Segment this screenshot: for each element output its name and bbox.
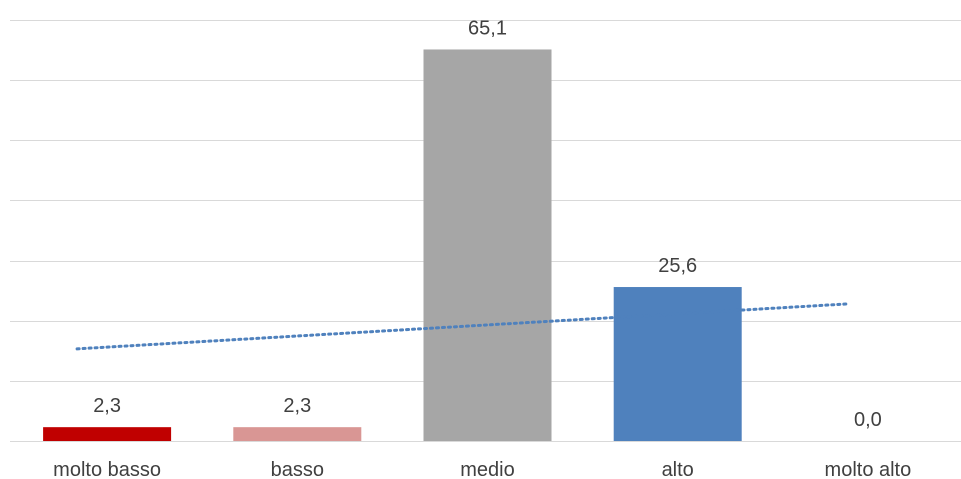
bars — [43, 49, 742, 441]
data-label: 2,3 — [93, 395, 121, 417]
data-label: 25,6 — [658, 255, 697, 277]
x-axis-tick-labels: molto basso basso medio alto molto alto — [53, 459, 911, 479]
bar-alto — [613, 287, 742, 441]
x-tick-label: molto alto — [825, 459, 912, 479]
data-label: 0,0 — [854, 409, 882, 431]
x-tick-label: alto — [662, 459, 694, 479]
bar-molto-basso — [43, 427, 172, 441]
x-tick-label: basso — [271, 459, 324, 479]
data-label: 65,1 — [468, 17, 507, 39]
bar-basso — [233, 427, 362, 441]
x-tick-label: molto basso — [53, 459, 161, 479]
bar-medio — [423, 49, 552, 441]
trendline — [75, 302, 850, 351]
data-label: 2,3 — [283, 395, 311, 417]
trendline-group — [75, 302, 850, 351]
data-labels: 2,3 2,3 65,1 25,6 0,0 — [93, 17, 882, 431]
x-tick-label: medio — [460, 459, 514, 479]
